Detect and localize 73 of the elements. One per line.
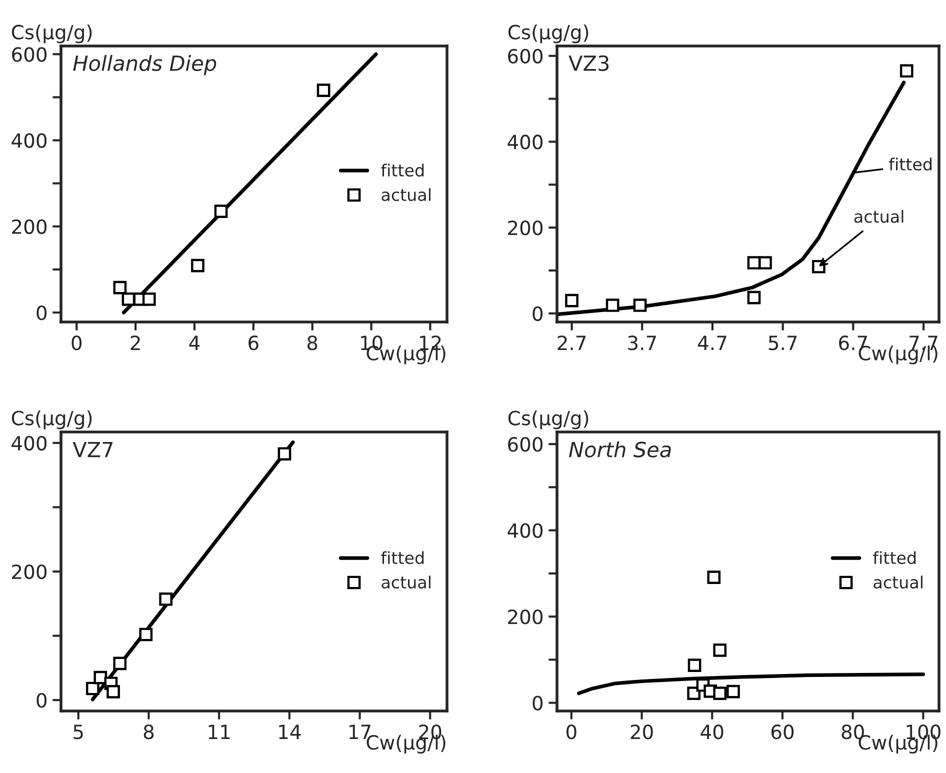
point	[106, 685, 120, 698]
y-axis-title: Cs(μg/g)	[12, 410, 92, 430]
y-tick-label: 0	[532, 696, 543, 710]
y-tick-label: 200	[12, 219, 47, 234]
legend-label: actual	[382, 576, 430, 589]
chart-title: North Sea	[569, 441, 671, 458]
y-tick-label: 400	[12, 436, 47, 451]
chart-title: VZ7	[72, 442, 113, 458]
y-tick-label: 600	[508, 437, 543, 452]
legend-label: fitted	[381, 164, 424, 177]
x-tick-label: 8	[307, 336, 318, 350]
point	[113, 656, 127, 670]
point	[191, 258, 204, 272]
point	[713, 644, 727, 657]
x-tick-label: 5	[74, 724, 83, 740]
x-tick-label: 6	[248, 336, 258, 350]
x-tick-label: 60	[771, 724, 794, 740]
y-tick-label: 600	[508, 48, 543, 64]
x-tick-label: 40	[700, 724, 724, 740]
point	[747, 290, 761, 304]
point	[606, 298, 620, 312]
y-tick-label: 400	[508, 134, 543, 150]
point	[633, 298, 647, 312]
point	[278, 447, 292, 461]
x-tick-label: 8	[144, 724, 154, 740]
point	[900, 64, 914, 78]
y-tick-label: 600	[12, 47, 47, 62]
x-tick-label: 3.7	[628, 336, 656, 350]
point	[688, 658, 702, 672]
annotation: actual	[854, 210, 904, 223]
chart-title: VZ3	[568, 55, 609, 72]
x-tick-label: 4	[189, 336, 200, 350]
annotation: fitted	[888, 158, 932, 171]
point	[142, 292, 156, 306]
x-tick-label: 4.7	[698, 336, 726, 350]
x-tick-label: 2.7	[558, 336, 586, 350]
point	[316, 84, 330, 98]
y-tick-label: 200	[508, 610, 543, 624]
y-axis-title: Cs(μg/g)	[12, 24, 92, 44]
y-tick-label: 200	[12, 564, 47, 580]
point	[707, 570, 721, 584]
x-tick-label: 14	[279, 724, 301, 739]
point	[86, 682, 100, 696]
y-tick-label: 0	[532, 306, 543, 322]
x-tick-label: 20	[630, 724, 653, 740]
y-axis-title: Cs(μg/g)	[508, 24, 588, 44]
y-tick-label: 200	[508, 220, 543, 236]
legend-label: actual	[874, 576, 922, 589]
point	[713, 686, 727, 700]
point	[565, 294, 578, 308]
point	[726, 684, 740, 698]
line-series	[577, 672, 925, 696]
legend-label: actual	[382, 188, 430, 202]
point	[758, 256, 772, 270]
legend-label: fitted	[873, 551, 916, 564]
point	[122, 292, 136, 306]
y-axis-title: Cs(μg/g)	[508, 410, 588, 430]
point	[94, 670, 108, 684]
legend-label: fitted	[381, 551, 424, 564]
x-tick-label: 11	[208, 724, 230, 739]
y-tick-label: 0	[36, 305, 47, 320]
y-tick-label: 400	[12, 133, 47, 148]
y-tick-label: 400	[508, 523, 543, 538]
x-tick-label: 2	[130, 336, 140, 350]
chart-title: Hollands Diep	[73, 54, 216, 76]
y-tick-label: 0	[36, 693, 47, 708]
x-tick-label: 5.7	[768, 336, 797, 350]
point	[159, 592, 172, 606]
x-tick-label: 0	[72, 336, 82, 350]
x-tick-label: 0	[566, 724, 576, 740]
point	[113, 280, 127, 294]
point	[214, 204, 228, 218]
point	[139, 628, 153, 642]
